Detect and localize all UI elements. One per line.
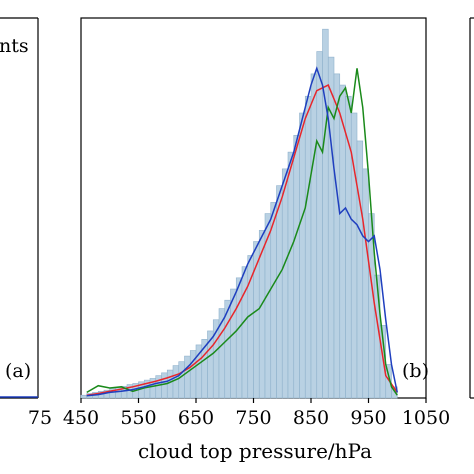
- histogram-bar: [184, 355, 191, 399]
- x-tick-label: 450: [63, 407, 99, 429]
- histogram-bar: [247, 255, 254, 399]
- histogram-bar: [178, 361, 185, 399]
- histogram-bar: [281, 168, 289, 399]
- x-tick-label: 850: [293, 407, 329, 429]
- x-axis-title: cloud top pressure/hPa: [138, 439, 372, 463]
- histogram-bar: [293, 135, 300, 399]
- series-line-2: [86, 68, 398, 396]
- series-line-3: [86, 65, 398, 397]
- x-tick-label: 750: [235, 407, 271, 429]
- histogram-bar: [287, 151, 295, 399]
- panel-a: nts (a) 75: [0, 17, 52, 429]
- histogram-bar: [235, 277, 243, 399]
- histogram-bar: [356, 140, 364, 399]
- x-tick-label: 650: [178, 407, 214, 429]
- x-tick-label: 950: [350, 407, 386, 429]
- histogram-bar: [316, 51, 323, 399]
- x-axis-ticks: 450 550 650 750 850 950 1050: [63, 398, 450, 429]
- x-tick-label: 1050: [402, 407, 450, 429]
- panel-a-label: (a): [5, 360, 31, 382]
- panel-a-tick-label: 75: [28, 407, 52, 429]
- histogram-bars: [80, 28, 398, 399]
- histogram-bar: [385, 364, 392, 399]
- panel-b: 450 550 650 750 850 950 1050 (b) cloud top pre…: [63, 17, 450, 463]
- histogram-bar: [161, 372, 168, 399]
- histogram-bar: [333, 73, 341, 399]
- panel-a-legend-fragment: nts: [0, 35, 29, 57]
- histogram-bar: [304, 95, 312, 399]
- series-lines: [86, 65, 398, 397]
- x-tick-label: 550: [120, 407, 156, 429]
- histogram-bar: [322, 28, 329, 399]
- histogram-bar: [166, 369, 174, 399]
- series-line-1: [86, 84, 398, 396]
- panel-c: [469, 17, 474, 399]
- histogram-bar: [299, 112, 306, 399]
- histogram-bar: [270, 202, 277, 399]
- histogram-bar: [172, 365, 180, 399]
- histogram-bar: [230, 288, 237, 399]
- histogram-bar: [362, 168, 369, 399]
- histogram-bar: [310, 73, 318, 399]
- histogram-bar: [80, 394, 88, 399]
- panel-b-label: (b): [402, 360, 429, 382]
- histogram-bar: [155, 375, 162, 399]
- histogram-bar: [276, 185, 283, 399]
